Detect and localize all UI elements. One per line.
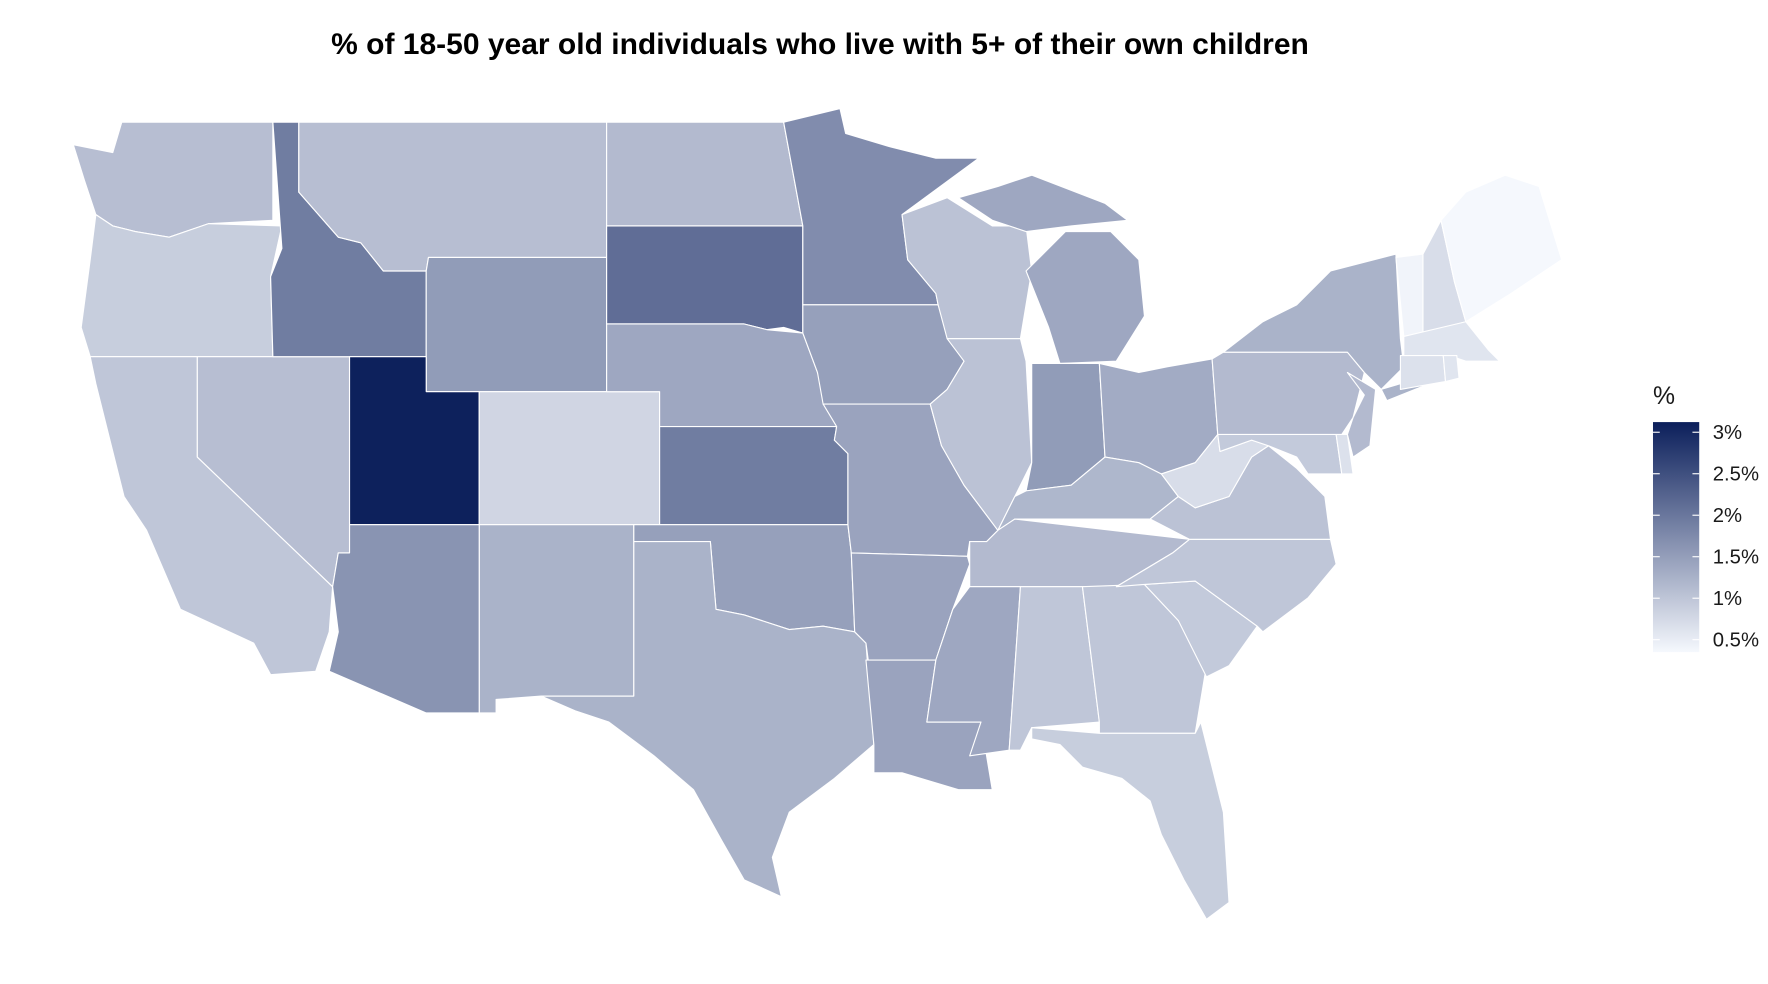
state-fl <box>1031 721 1230 920</box>
legend-tick-label: 1% <box>1713 588 1742 610</box>
legend-tick-label: 1.5% <box>1713 546 1759 568</box>
state-de <box>1335 433 1354 475</box>
state-wy <box>425 256 608 393</box>
state-nc <box>1115 538 1337 633</box>
legend-tick-label: 3% <box>1713 422 1742 444</box>
state-me <box>1440 174 1563 323</box>
state-mi <box>1025 230 1146 365</box>
state-az <box>328 524 480 714</box>
state-tx <box>540 541 875 898</box>
state-ny <box>1222 253 1405 390</box>
state-ct <box>1399 355 1447 390</box>
state-ky <box>997 456 1179 531</box>
state-ms <box>926 586 1021 757</box>
legend-tick-label: 2.5% <box>1713 463 1759 485</box>
state-or <box>80 214 283 358</box>
state-pa <box>1211 351 1365 436</box>
state-ri <box>1442 355 1460 383</box>
state-ia <box>802 304 965 405</box>
states-layer <box>72 108 1563 920</box>
state-sd <box>606 225 804 334</box>
state-nm <box>478 524 635 714</box>
chart-title: % of 18-50 year old individuals who live… <box>331 28 1309 61</box>
state-co <box>478 391 661 526</box>
state-nj <box>1346 371 1377 458</box>
legend-tick-label: 2% <box>1713 505 1742 527</box>
state-mi <box>957 174 1129 233</box>
legend-tick-label: 0.5% <box>1713 629 1759 651</box>
state-il <box>929 338 1033 531</box>
legend: % 3% 2.5% 2% 1.5% 1% 0.5% <box>1652 383 1759 653</box>
legend-colorbar <box>1652 422 1700 653</box>
legend-title: % <box>1653 383 1675 410</box>
state-nd <box>606 121 804 227</box>
state-ks <box>659 426 849 526</box>
